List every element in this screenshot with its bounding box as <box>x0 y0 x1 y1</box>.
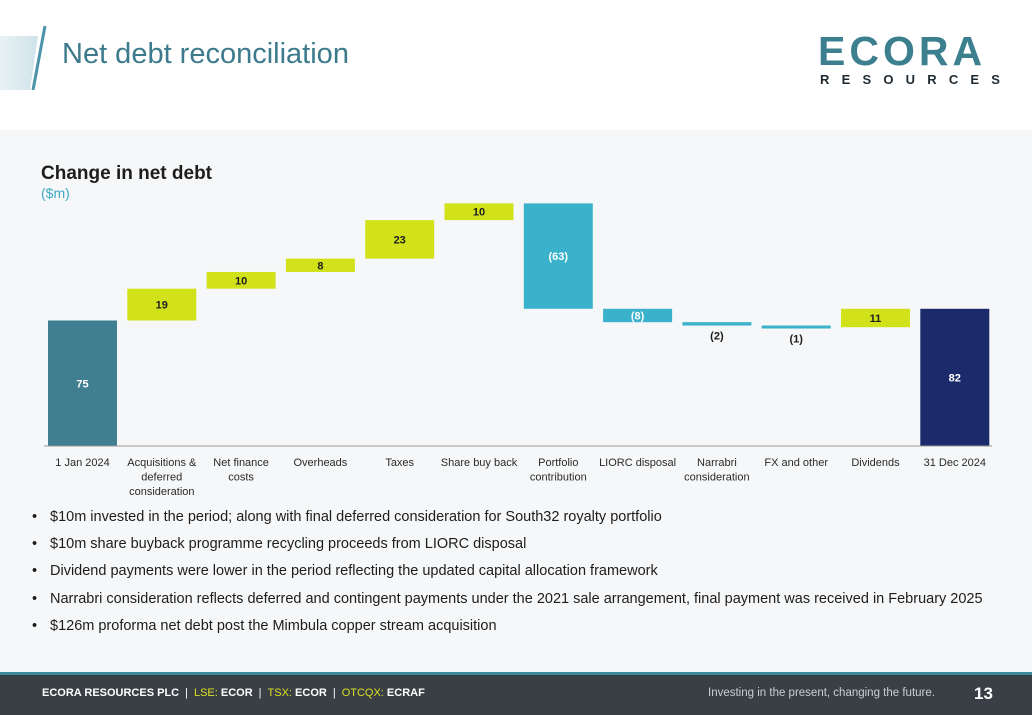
waterfall-bar <box>523 203 593 309</box>
x-tick-label: Net finance <box>213 457 269 469</box>
footer-lse-ticker: ECOR <box>220 687 253 699</box>
x-tick-label: 31 Dec 2024 <box>924 457 986 469</box>
waterfall-bar <box>841 308 910 328</box>
footer-tagline: Investing in the present, changing the f… <box>708 687 935 699</box>
footer-lse-label: LSE: <box>193 687 218 699</box>
bullet-item: $10m invested in the period; along with … <box>30 508 1030 535</box>
x-tick-label: consideration <box>129 486 194 498</box>
page-title: Net debt reconciliation <box>62 38 349 70</box>
waterfall-bar <box>920 308 990 446</box>
x-tick-label: Portfolio <box>538 457 578 469</box>
waterfall-bar <box>682 322 752 326</box>
ecora-logo: ECORA RESOURCES <box>818 30 1008 90</box>
waterfall-bar <box>48 320 117 446</box>
x-tick-label: Share buy back <box>441 457 518 469</box>
data-label: 10 <box>473 207 485 219</box>
data-label: (2) <box>710 331 724 343</box>
x-tick-label: contribution <box>530 472 587 484</box>
x-tick-label: Dividends <box>851 457 900 469</box>
data-label: (8) <box>631 310 645 322</box>
page-number: 13 <box>974 684 993 703</box>
waterfall-bar <box>603 308 673 323</box>
footer-company: ECORA RESOURCES PLC <box>42 687 180 699</box>
footer-tsx-ticker: ECOR <box>295 687 327 699</box>
footer-tickers: ECORA RESOURCES PLC | LSE: ECOR | TSX: ECOR |… <box>42 687 425 699</box>
data-label: 82 <box>949 372 961 384</box>
x-tick-label: costs <box>228 472 254 484</box>
waterfall-bar <box>127 288 197 321</box>
bullet-item: Dividend payments were lower in the peri… <box>30 562 1030 589</box>
x-tick-label: Taxes <box>385 457 414 469</box>
x-tick-label: Narrabri <box>697 457 737 469</box>
footer-separator: | <box>332 687 336 699</box>
logo-wordmark: ECORA <box>818 28 987 74</box>
footer-separator: | <box>185 687 188 699</box>
x-tick-label: FX and other <box>764 457 828 469</box>
data-label: 11 <box>870 313 882 325</box>
footer-otc-ticker: ECRAF <box>386 687 425 699</box>
waterfall-chart: 75 1 Jan 2024 19 Acquisitions & deferred cons… <box>44 203 992 498</box>
data-label: 23 <box>394 234 406 246</box>
data-label: 75 <box>76 378 88 390</box>
waterfall-bar <box>761 325 831 329</box>
data-label: 19 <box>156 300 168 312</box>
bullet-list: $10m invested in the period; along with … <box>30 508 1030 644</box>
x-tick-label: consideration <box>684 472 749 484</box>
bullet-item: $126m proforma net debt post the Mimbula… <box>30 617 1030 644</box>
footer-separator: | <box>258 687 262 699</box>
x-tick-label: Acquisitions & <box>127 457 197 469</box>
data-label: (1) <box>789 334 803 346</box>
data-label: 10 <box>235 275 247 287</box>
x-tick-label: 1 Jan 2024 <box>55 457 109 469</box>
x-tick-label: LIORC disposal <box>599 457 676 469</box>
slash-decoration-icon <box>0 26 47 90</box>
chart-unit: ($m) <box>41 185 70 201</box>
waterfall-bar <box>206 271 276 289</box>
data-label: (63) <box>549 251 569 263</box>
footer-otc-label: OTCQX: <box>341 687 384 699</box>
waterfall-bar <box>285 258 355 272</box>
x-tick-label: Overheads <box>293 457 347 469</box>
logo-subtitle: RESOURCES <box>820 72 1013 87</box>
footer-bar: ECORA RESOURCES PLC | LSE: ECOR | TSX: ECOR |… <box>0 672 1032 715</box>
waterfall-bar <box>365 220 435 259</box>
chart-title: Change in net debt <box>41 163 212 184</box>
footer-tsx-label: TSX: <box>267 687 292 699</box>
x-tick-label: deferred <box>141 472 182 484</box>
waterfall-bar <box>444 203 514 221</box>
bullet-item: Narrabri consideration reflects deferred… <box>30 590 1030 617</box>
data-label: 8 <box>317 260 323 272</box>
slide-header: Net debt reconciliation ECORA RESOURCES <box>0 0 1032 130</box>
bullet-item: $10m share buyback programme recycling p… <box>30 535 1030 562</box>
